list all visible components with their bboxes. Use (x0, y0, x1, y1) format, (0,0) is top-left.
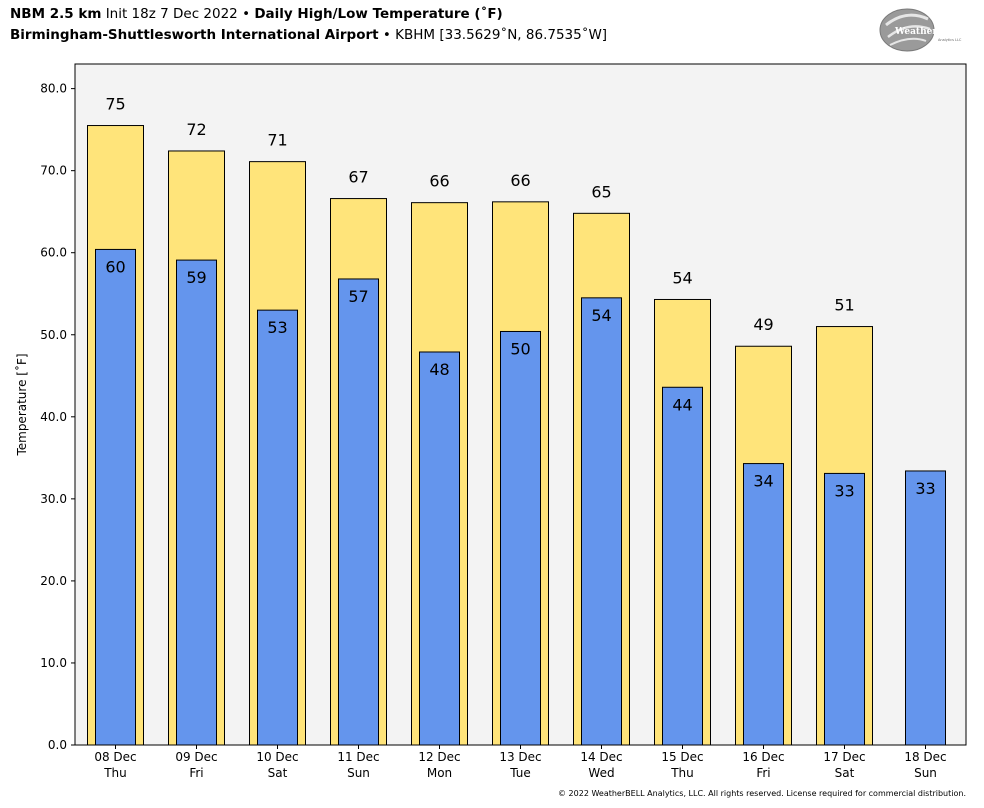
low-value-label: 33 (915, 479, 935, 498)
high-value-label: 66 (510, 171, 530, 190)
x-tick-label-day: Thu (103, 766, 127, 780)
y-tick-label: 0.0 (48, 738, 67, 752)
logo-text: WeatherBELL (894, 27, 965, 37)
x-tick-label-date: 17 Dec (823, 750, 865, 764)
x-tick-label-day: Mon (427, 766, 452, 780)
station-info: KBHM [33.5629˚N, 86.7535˚W] (395, 27, 608, 43)
x-tick-label-date: 13 Dec (499, 750, 541, 764)
high-value-label: 75 (105, 95, 125, 114)
x-tick-label-day: Fri (189, 766, 203, 780)
high-value-label: 51 (834, 296, 854, 315)
weatherbell-logo: WeatherBELL Analytics LLC (879, 8, 965, 52)
y-tick-label: 70.0 (40, 164, 67, 178)
low-value-label: 59 (186, 268, 206, 287)
low-bar (824, 472, 865, 746)
high-value-label: 65 (591, 182, 611, 201)
low-bar (581, 297, 622, 746)
x-tick-label-date: 14 Dec (580, 750, 622, 764)
x-tick-label-day: Sun (347, 766, 370, 780)
low-value-label: 34 (753, 472, 773, 491)
low-value-label: 50 (510, 339, 530, 358)
logo-subtext: Analytics LLC (938, 38, 962, 42)
y-tick-label: 60.0 (40, 246, 67, 260)
low-value-label: 60 (105, 257, 125, 276)
product-name: Daily High/Low Temperature (˚F) (254, 6, 503, 22)
model-name: NBM 2.5 km (10, 6, 102, 22)
low-value-label: 54 (591, 306, 611, 325)
y-axis: 0.0 10.0 20.0 30.0 40.0 50.0 60.0 70.0 80.0 (40, 82, 75, 752)
high-value-label: 71 (267, 131, 287, 150)
y-tick-label: 40.0 (40, 410, 67, 424)
x-tick-label-date: 10 Dec (256, 750, 298, 764)
low-bar (500, 330, 541, 746)
low-bar (662, 386, 703, 746)
low-bar (905, 470, 946, 746)
y-axis-label: Temperature [˚F] (14, 353, 29, 456)
x-tick-label-date: 08 Dec (94, 750, 136, 764)
y-tick-label: 50.0 (40, 328, 67, 342)
low-bar (95, 248, 136, 746)
x-tick-label-day: Thu (670, 766, 694, 780)
y-tick-label: 20.0 (40, 574, 67, 588)
station-name: Birmingham-Shuttlesworth International A… (10, 27, 379, 43)
x-tick-label-day: Sun (914, 766, 937, 780)
low-bar (419, 351, 460, 746)
x-tick-label-day: Sat (268, 766, 288, 780)
x-axis: 08 Dec Thu 09 Dec Fri 10 Dec Sat 11 Dec Sun 12 D… (94, 745, 947, 780)
low-value-label: 57 (348, 287, 368, 306)
high-value-label: 49 (753, 315, 773, 334)
chart-title: NBM 2.5 km Init 18z 7 Dec 2022 • Daily H… (10, 6, 503, 22)
x-tick-label-day: Wed (588, 766, 614, 780)
x-tick-label-date: 15 Dec (661, 750, 703, 764)
y-tick-label: 10.0 (40, 656, 67, 670)
high-value-label: 66 (429, 172, 449, 191)
copyright-notice: © 2022 WeatherBELL Analytics, LLC. All r… (558, 789, 966, 798)
x-tick-label-day: Fri (756, 766, 770, 780)
low-value-label: 44 (672, 395, 692, 414)
low-bar (338, 278, 379, 746)
low-value-label: 48 (429, 360, 449, 379)
x-tick-label-date: 12 Dec (418, 750, 460, 764)
x-tick-label-date: 16 Dec (742, 750, 784, 764)
x-tick-label-day: Sat (835, 766, 855, 780)
x-tick-label-date: 09 Dec (175, 750, 217, 764)
high-value-label: 54 (672, 268, 692, 287)
high-value-label: 67 (348, 168, 368, 187)
chart-subtitle: Birmingham-Shuttlesworth International A… (10, 27, 607, 43)
x-tick-label-day: Tue (509, 766, 531, 780)
high-value-label: 72 (186, 120, 206, 139)
low-bar (743, 463, 784, 746)
y-tick-label: 30.0 (40, 492, 67, 506)
init-time: Init 18z 7 Dec 2022 (105, 6, 238, 22)
title-separator: • (242, 6, 251, 22)
y-tick-label: 80.0 (40, 82, 67, 96)
low-bar (257, 309, 298, 746)
x-tick-label-date: 18 Dec (904, 750, 946, 764)
x-tick-label-date: 11 Dec (337, 750, 379, 764)
low-bar (176, 259, 217, 746)
subtitle-separator: • (382, 27, 391, 43)
low-value-label: 33 (834, 481, 854, 500)
low-value-label: 53 (267, 318, 287, 337)
